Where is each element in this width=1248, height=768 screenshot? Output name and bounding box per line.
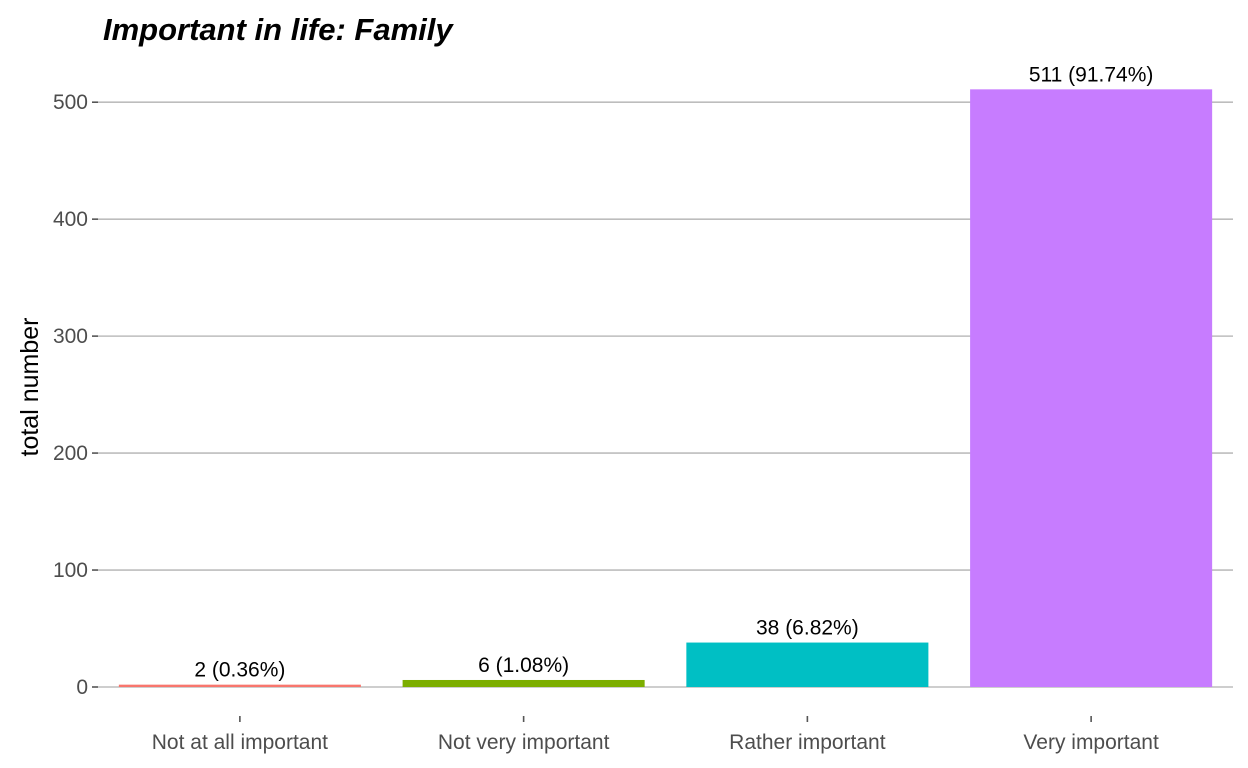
- data-labels: 2 (0.36%) 6 (1.08%) 38 (6.82%) 511 (91.74%): [194, 63, 1153, 681]
- bar: [118, 684, 361, 687]
- chart-title: Important in life: Family: [103, 12, 453, 47]
- x-tick-label: Rather important: [729, 731, 886, 754]
- y-tick-label: 200: [53, 442, 88, 465]
- data-label: 511 (91.74%): [1029, 63, 1154, 86]
- y-tick-label: 500: [53, 91, 88, 114]
- x-tick-label: Not at all important: [152, 731, 328, 754]
- bar: [970, 89, 1213, 687]
- y-tick-label: 400: [53, 208, 88, 231]
- y-tick-label: 300: [53, 325, 88, 348]
- bar: [686, 642, 929, 687]
- axes: 0 100 200 300 400 500 Not at all important Not …: [16, 91, 1159, 754]
- x-tick-label: Very important: [1023, 731, 1159, 754]
- y-axis-title: total number: [16, 318, 44, 457]
- bar: [402, 679, 645, 687]
- y-tick-label: 0: [76, 676, 88, 699]
- data-label: 6 (1.08%): [478, 654, 569, 677]
- x-tick-label: Not very important: [438, 731, 610, 754]
- y-tick-label: 100: [53, 559, 88, 582]
- data-label: 2 (0.36%): [194, 659, 285, 682]
- data-label: 38 (6.82%): [756, 617, 859, 640]
- bars: [118, 89, 1213, 687]
